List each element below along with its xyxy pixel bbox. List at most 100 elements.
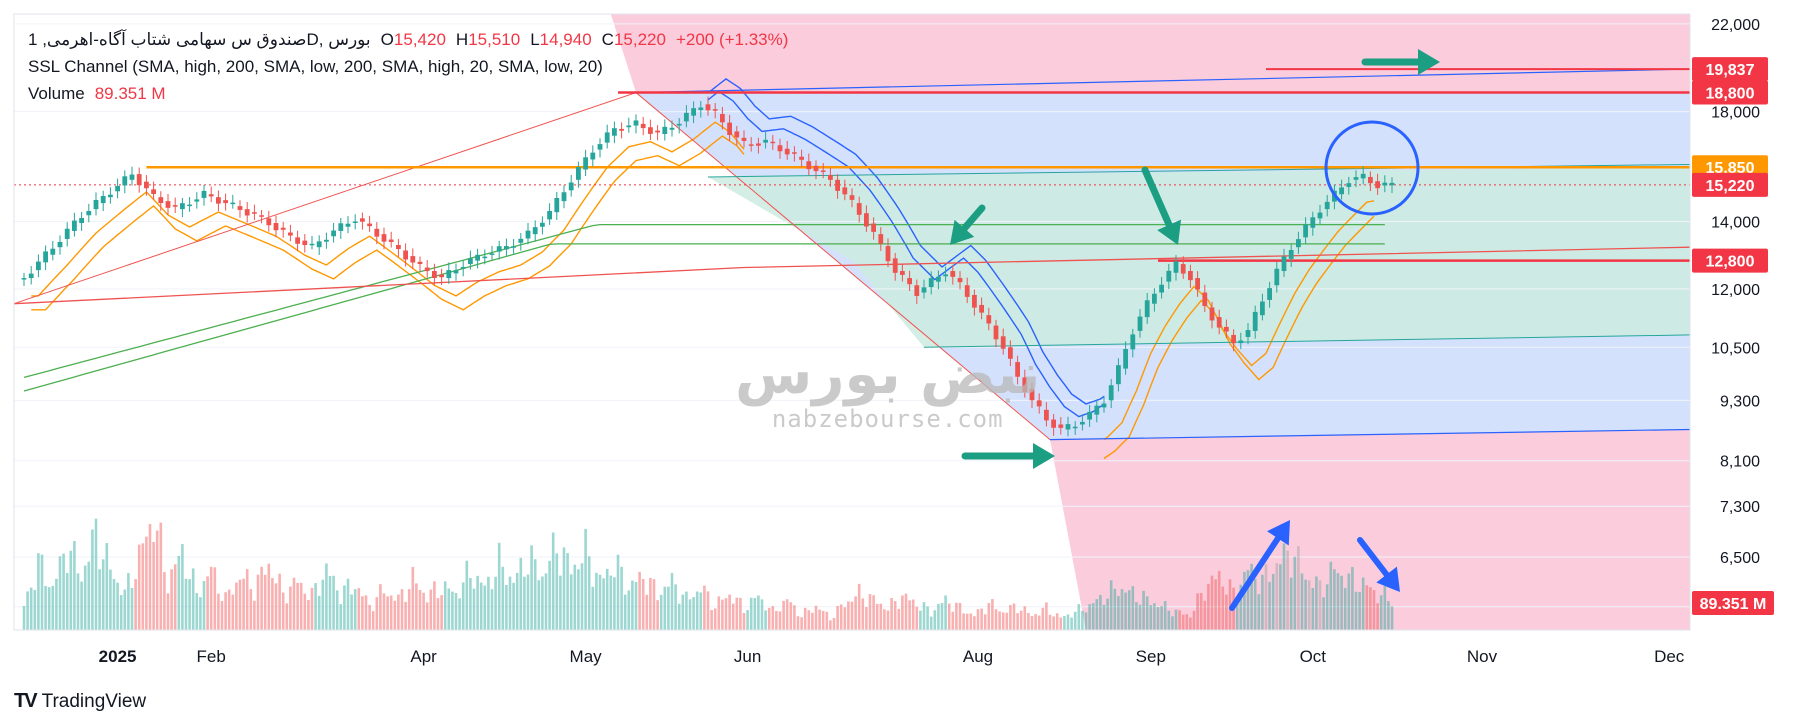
volume-bar (1077, 604, 1081, 630)
volume-bar (602, 578, 605, 630)
candle-body (1022, 377, 1028, 393)
volume-bar (1347, 573, 1351, 630)
candle-body (655, 130, 660, 133)
candle-body (1216, 317, 1222, 328)
volume-bar (627, 590, 631, 630)
volume-bar (1228, 579, 1232, 630)
volume-bar (213, 567, 217, 630)
candle-body (460, 267, 466, 269)
volume-bar (289, 586, 292, 630)
axes: 22,000 18,000 14,000 12,000 10,500 9,300 8,100… (13, 13, 1800, 666)
candle-body (216, 197, 221, 204)
volume-bar (767, 607, 771, 630)
volume-bar (595, 572, 598, 630)
volume-bar (631, 580, 634, 630)
ssl20-orange-late-lower (1103, 215, 1375, 460)
candle-body (115, 185, 120, 192)
volume-bar (364, 595, 368, 630)
candle-body (360, 218, 365, 222)
volume-bar (285, 603, 289, 630)
candle-body (705, 104, 711, 111)
volume-bar (998, 611, 1001, 630)
volume-label[interactable]: Volume (28, 84, 85, 103)
channel-low-green (923, 334, 1691, 348)
symbol-name[interactable]: صندوق س سهامی شتاب آگاه-اهرمی, 1D, بورس (28, 30, 371, 49)
volume-bar (1192, 610, 1196, 630)
candle-body (885, 246, 891, 262)
volume-bar (1034, 614, 1037, 630)
volume-bar (1275, 563, 1279, 630)
volume-bar (1091, 603, 1095, 630)
candle-body (259, 215, 264, 217)
indicator-label[interactable]: SSL Channel (SMA, high, 200, SMA, low, 2… (28, 57, 603, 76)
volume-bar (69, 550, 73, 630)
ssl20-orange-late-upper (1103, 200, 1375, 441)
volume-bar (1307, 580, 1311, 630)
candle-body (676, 123, 682, 126)
volume-bar (973, 616, 976, 630)
candle-body (43, 251, 48, 263)
volume-bar (533, 559, 537, 630)
volume-bar (483, 585, 487, 630)
indicator-row[interactable]: SSL Channel (SMA, high, 200, SMA, low, 2… (28, 53, 788, 80)
price-tag: 15,220 (1706, 178, 1755, 195)
y-tick-label: 7,300 (1720, 499, 1760, 516)
candle-body (727, 122, 732, 135)
volume-bar (760, 599, 764, 630)
volume-bar (879, 603, 883, 630)
volume-bar (1217, 571, 1221, 630)
volume-row[interactable]: Volume 89.351 M (28, 80, 788, 107)
candle-body (374, 228, 380, 237)
volume-bar (699, 592, 703, 630)
candle-body (367, 223, 372, 227)
volume-bar (933, 610, 937, 630)
candle-body (1389, 182, 1395, 186)
volume-bar (544, 573, 548, 630)
candle-body (1130, 334, 1136, 350)
volume-bar (1336, 573, 1340, 630)
volume-bar (440, 595, 443, 630)
volume-bar (688, 599, 692, 630)
candle-body (619, 128, 624, 131)
volume-bar (343, 585, 346, 630)
change-value: +200 (+1.33%) (675, 30, 789, 49)
candle-body (1310, 217, 1316, 228)
volume-tag: 89.351 M (1700, 596, 1767, 613)
volume-bar (404, 601, 407, 630)
volume-bar (649, 577, 652, 630)
volume-bar (188, 579, 191, 630)
candle-body (100, 196, 106, 204)
candle-body (1159, 284, 1164, 293)
candle-body (1087, 411, 1092, 420)
volume-bar (739, 597, 742, 630)
candle-body (633, 120, 639, 126)
volume-bar (1027, 613, 1030, 630)
volume-bar (256, 574, 260, 630)
volume-bar (731, 603, 735, 630)
candle-body (576, 166, 581, 180)
tradingview-brand[interactable]: TV TradingView (14, 690, 146, 713)
candle-body (432, 271, 437, 279)
candle-body (410, 256, 416, 263)
volume-bar (1189, 617, 1192, 630)
volume-bar (141, 543, 145, 630)
candle-body (849, 195, 855, 200)
volume-bar (242, 578, 245, 630)
volume-bar (1315, 576, 1318, 630)
volume-bar (119, 595, 123, 630)
volume-bar (76, 573, 80, 630)
candle-body (698, 107, 704, 110)
volume-bar (839, 604, 843, 630)
y-tick-label: 6,500 (1720, 550, 1760, 567)
volume-bar (634, 582, 638, 630)
volume-bar (263, 574, 267, 630)
volume-bar (299, 582, 303, 630)
volume-bar (1163, 601, 1167, 630)
candle-body (57, 241, 63, 248)
volume-bar (1210, 575, 1214, 630)
volume-bar (411, 566, 415, 630)
volume-bar (1390, 606, 1394, 630)
candle-body (972, 294, 977, 308)
candle-body (338, 223, 344, 231)
